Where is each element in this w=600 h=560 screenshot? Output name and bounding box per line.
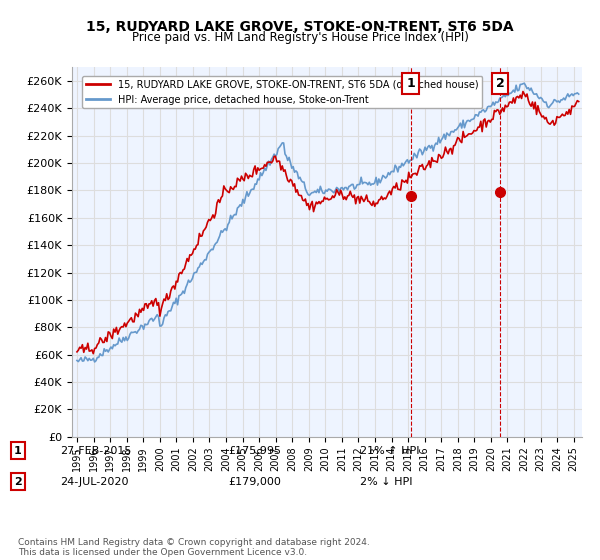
Text: 2: 2 — [14, 477, 22, 487]
Text: £179,000: £179,000 — [228, 477, 281, 487]
Text: 1: 1 — [406, 77, 415, 90]
Text: Price paid vs. HM Land Registry's House Price Index (HPI): Price paid vs. HM Land Registry's House … — [131, 31, 469, 44]
Text: 2% ↓ HPI: 2% ↓ HPI — [360, 477, 413, 487]
Text: £175,995: £175,995 — [228, 446, 281, 456]
Text: 15, RUDYARD LAKE GROVE, STOKE-ON-TRENT, ST6 5DA: 15, RUDYARD LAKE GROVE, STOKE-ON-TRENT, … — [86, 20, 514, 34]
Text: 2: 2 — [496, 77, 505, 90]
Text: 21% ↑ HPI: 21% ↑ HPI — [360, 446, 419, 456]
Text: Contains HM Land Registry data © Crown copyright and database right 2024.
This d: Contains HM Land Registry data © Crown c… — [18, 538, 370, 557]
Text: 27-FEB-2015: 27-FEB-2015 — [60, 446, 131, 456]
Text: 24-JUL-2020: 24-JUL-2020 — [60, 477, 128, 487]
Text: 1: 1 — [14, 446, 22, 456]
Legend: 15, RUDYARD LAKE GROVE, STOKE-ON-TRENT, ST6 5DA (detached house), HPI: Average p: 15, RUDYARD LAKE GROVE, STOKE-ON-TRENT, … — [82, 76, 482, 109]
